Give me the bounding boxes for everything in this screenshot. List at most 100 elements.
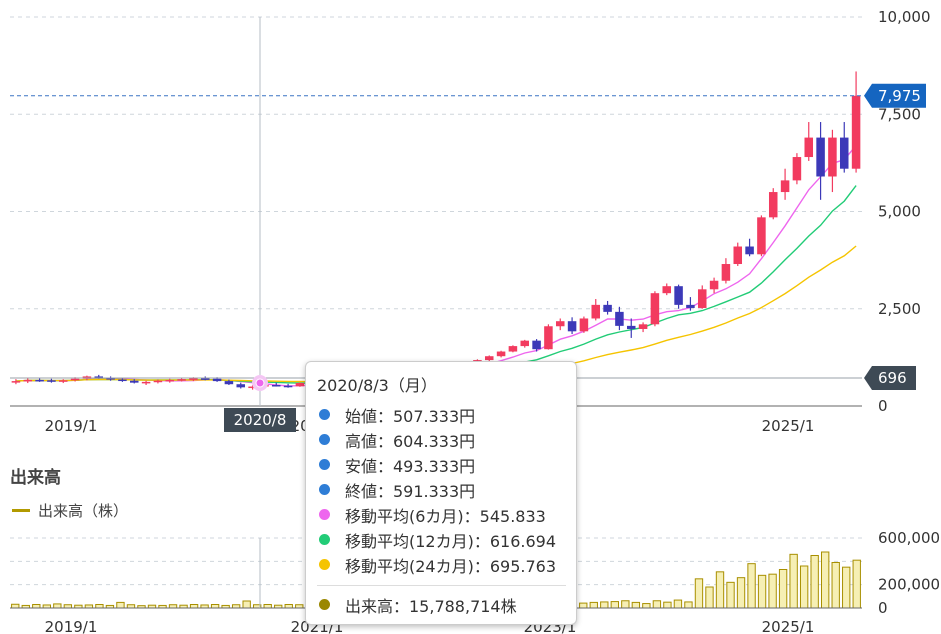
candle-body <box>508 346 518 352</box>
candle-body <box>118 379 127 382</box>
tooltip-open: 始値：507.333円 <box>345 406 476 426</box>
candle-body <box>686 304 695 308</box>
volume-bar <box>715 571 725 609</box>
candle-body <box>674 286 683 305</box>
tooltip-dot <box>319 534 330 545</box>
tooltip-dot <box>319 509 330 520</box>
tooltip-row-ma12: 移動平均(12カ月)：616.694 <box>317 527 566 552</box>
tooltip-row-low: 安値：493.333円 <box>317 452 566 477</box>
volume-bar <box>621 600 630 609</box>
volume-legend-swatch <box>12 509 30 512</box>
cursor-marker <box>255 378 265 388</box>
volume-title: 出来高 <box>10 468 61 488</box>
tooltip-dot <box>319 484 330 495</box>
candle-body <box>200 378 210 380</box>
candle-body <box>189 378 198 380</box>
candle-body <box>709 280 719 290</box>
candle-body <box>638 324 648 329</box>
tooltip-dot <box>319 599 330 610</box>
volume-bar <box>768 573 777 609</box>
tooltip-row-ma6: 移動平均(6カ月)：545.833 <box>317 502 566 527</box>
candle-body <box>236 384 246 388</box>
volume-bar <box>631 601 641 609</box>
volume-bar <box>600 601 609 609</box>
candle-body <box>153 380 163 383</box>
volume-y-tick-label: 200,000 <box>878 576 940 594</box>
tooltip-ma12: 移動平均(12カ月)：616.694 <box>345 531 557 551</box>
volume-legend[interactable]: 出来高（株） <box>12 500 128 521</box>
tooltip-dot <box>319 559 330 570</box>
tooltip-ma24: 移動平均(24カ月)：695.763 <box>345 556 557 576</box>
current-price-label: 7,975 <box>878 87 921 105</box>
candle-body <box>650 293 660 325</box>
candle-body <box>745 246 754 255</box>
volume-x-tick-label: 2025/1 <box>762 618 815 634</box>
y-tick-label: 0 <box>878 397 888 415</box>
candle-body <box>129 380 139 383</box>
candle-body <box>94 376 104 378</box>
volume-bar <box>684 601 693 609</box>
tooltip-row-ma24: 移動平均(24カ月)：695.763 <box>317 552 566 577</box>
candle-body <box>165 379 175 382</box>
volume-bar <box>778 569 788 609</box>
price-grid <box>10 16 862 310</box>
volume-bar <box>673 599 683 609</box>
volume-bar <box>284 604 293 609</box>
volume-bar <box>642 603 651 609</box>
candle-body <box>271 384 281 387</box>
candle-body <box>283 385 293 388</box>
volume-legend-label: 出来高（株） <box>38 502 129 520</box>
volume-y-tick-label: 600,000 <box>878 529 940 547</box>
candle-body <box>816 137 825 177</box>
tooltip-separator <box>317 585 566 586</box>
volume-x-tick-label: 2019/1 <box>45 618 98 634</box>
y-tick-label: 10,000 <box>878 8 931 26</box>
volume-bar <box>831 562 840 609</box>
volume-bar <box>263 604 272 609</box>
volume-bar <box>242 600 251 609</box>
candle-body <box>615 311 624 326</box>
volume-bar <box>736 577 746 609</box>
tooltip-dot <box>319 409 330 420</box>
cursor-value-label: 696 <box>878 369 907 387</box>
tooltip-low: 安値：493.333円 <box>345 456 476 476</box>
tooltip-row-volume: 出来高：15,788,714株 <box>317 592 566 617</box>
candle-body <box>555 321 565 327</box>
volume-bar <box>705 586 714 609</box>
candle-body <box>11 381 21 383</box>
tooltip-row-open: 始値：507.333円 <box>317 402 566 427</box>
tooltip-dot <box>319 434 330 445</box>
candle-body <box>579 318 589 332</box>
volume-bar <box>810 555 819 609</box>
data-tooltip: 2020/8/3（月） 始値：507.333円 高値：604.333円 安値：4… <box>305 361 577 625</box>
tooltip-ma6: 移動平均(6カ月)：545.833 <box>345 506 546 526</box>
candle-body <box>248 386 257 389</box>
candle-body <box>47 380 56 382</box>
y-tick-label: 7,500 <box>878 105 921 123</box>
candle-body <box>484 356 494 361</box>
volume-bar <box>95 604 104 609</box>
candle-body <box>295 383 305 387</box>
y-tick-label: 2,500 <box>878 300 921 318</box>
candle-body <box>544 326 553 350</box>
volume-bar <box>32 604 41 609</box>
candle-body <box>828 137 837 177</box>
candle-body <box>224 381 234 385</box>
volume-bar <box>610 601 619 609</box>
cursor-overlay: 696 2020/8 <box>10 17 916 608</box>
candle-body <box>839 137 849 169</box>
cursor-value-tag <box>864 366 916 390</box>
candle-body <box>58 380 68 382</box>
tooltip-date: 2020/8/3（月） <box>317 376 437 395</box>
tooltip-row-close: 終値：591.333円 <box>317 477 566 502</box>
volume-bar <box>116 601 125 609</box>
candle-body <box>567 321 577 332</box>
volume-bar <box>789 553 798 609</box>
candle-body <box>591 304 601 319</box>
volume-bar <box>579 602 588 609</box>
candlesticks <box>11 71 861 390</box>
candle-body <box>733 246 743 265</box>
candle-body <box>70 378 80 381</box>
volume-bar <box>210 604 220 609</box>
